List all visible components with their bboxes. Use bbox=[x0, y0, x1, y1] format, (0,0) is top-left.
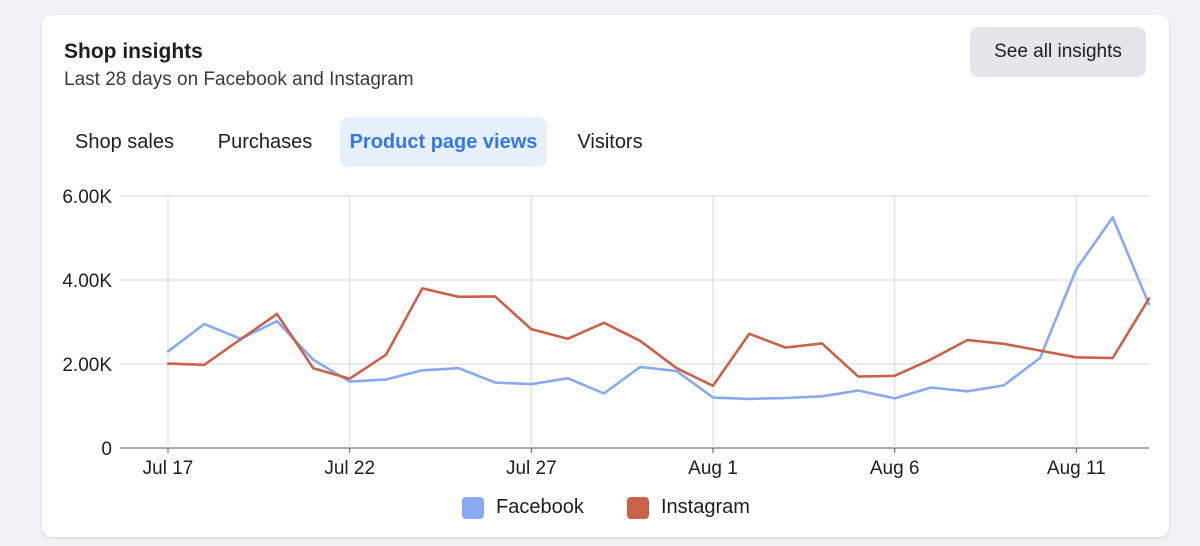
x-tick-label: Jul 22 bbox=[324, 458, 375, 479]
shop-insights-card bbox=[42, 15, 1169, 537]
y-tick-label: 2.00K bbox=[62, 355, 112, 376]
tab-visitors[interactable]: Visitors bbox=[577, 130, 643, 153]
x-tick-label: Aug 11 bbox=[1047, 458, 1106, 479]
legend-item-instagram[interactable]: Instagram bbox=[627, 496, 750, 519]
x-tick-label: Aug 6 bbox=[870, 458, 920, 479]
series-line-facebook bbox=[166, 216, 1151, 401]
see-all-insights-button[interactable]: See all insights bbox=[970, 27, 1146, 77]
legend-swatch-facebook bbox=[462, 496, 484, 519]
card-title: Shop insights bbox=[64, 40, 203, 63]
tab-purchases[interactable]: Purchases bbox=[217, 130, 313, 153]
y-tick-label: 6.00K bbox=[62, 187, 112, 208]
y-tick-label: 0 bbox=[101, 439, 112, 460]
x-tick-label: Jul 27 bbox=[506, 458, 557, 479]
x-tick-label: Aug 1 bbox=[688, 458, 738, 479]
x-tick-label: Jul 17 bbox=[143, 458, 194, 479]
y-tick-label: 4.00K bbox=[62, 271, 112, 292]
legend-item-facebook[interactable]: Facebook bbox=[462, 496, 584, 519]
legend-swatch-instagram bbox=[627, 496, 649, 519]
tab-product-page-views[interactable]: Product page views bbox=[340, 117, 547, 167]
legend-label-facebook: Facebook bbox=[496, 496, 584, 518]
series-line-instagram bbox=[166, 287, 1151, 388]
legend-label-instagram: Instagram bbox=[661, 496, 750, 518]
tab-shop-sales[interactable]: Shop sales bbox=[75, 130, 174, 153]
card-subtitle: Last 28 days on Facebook and Instagram bbox=[64, 69, 414, 90]
